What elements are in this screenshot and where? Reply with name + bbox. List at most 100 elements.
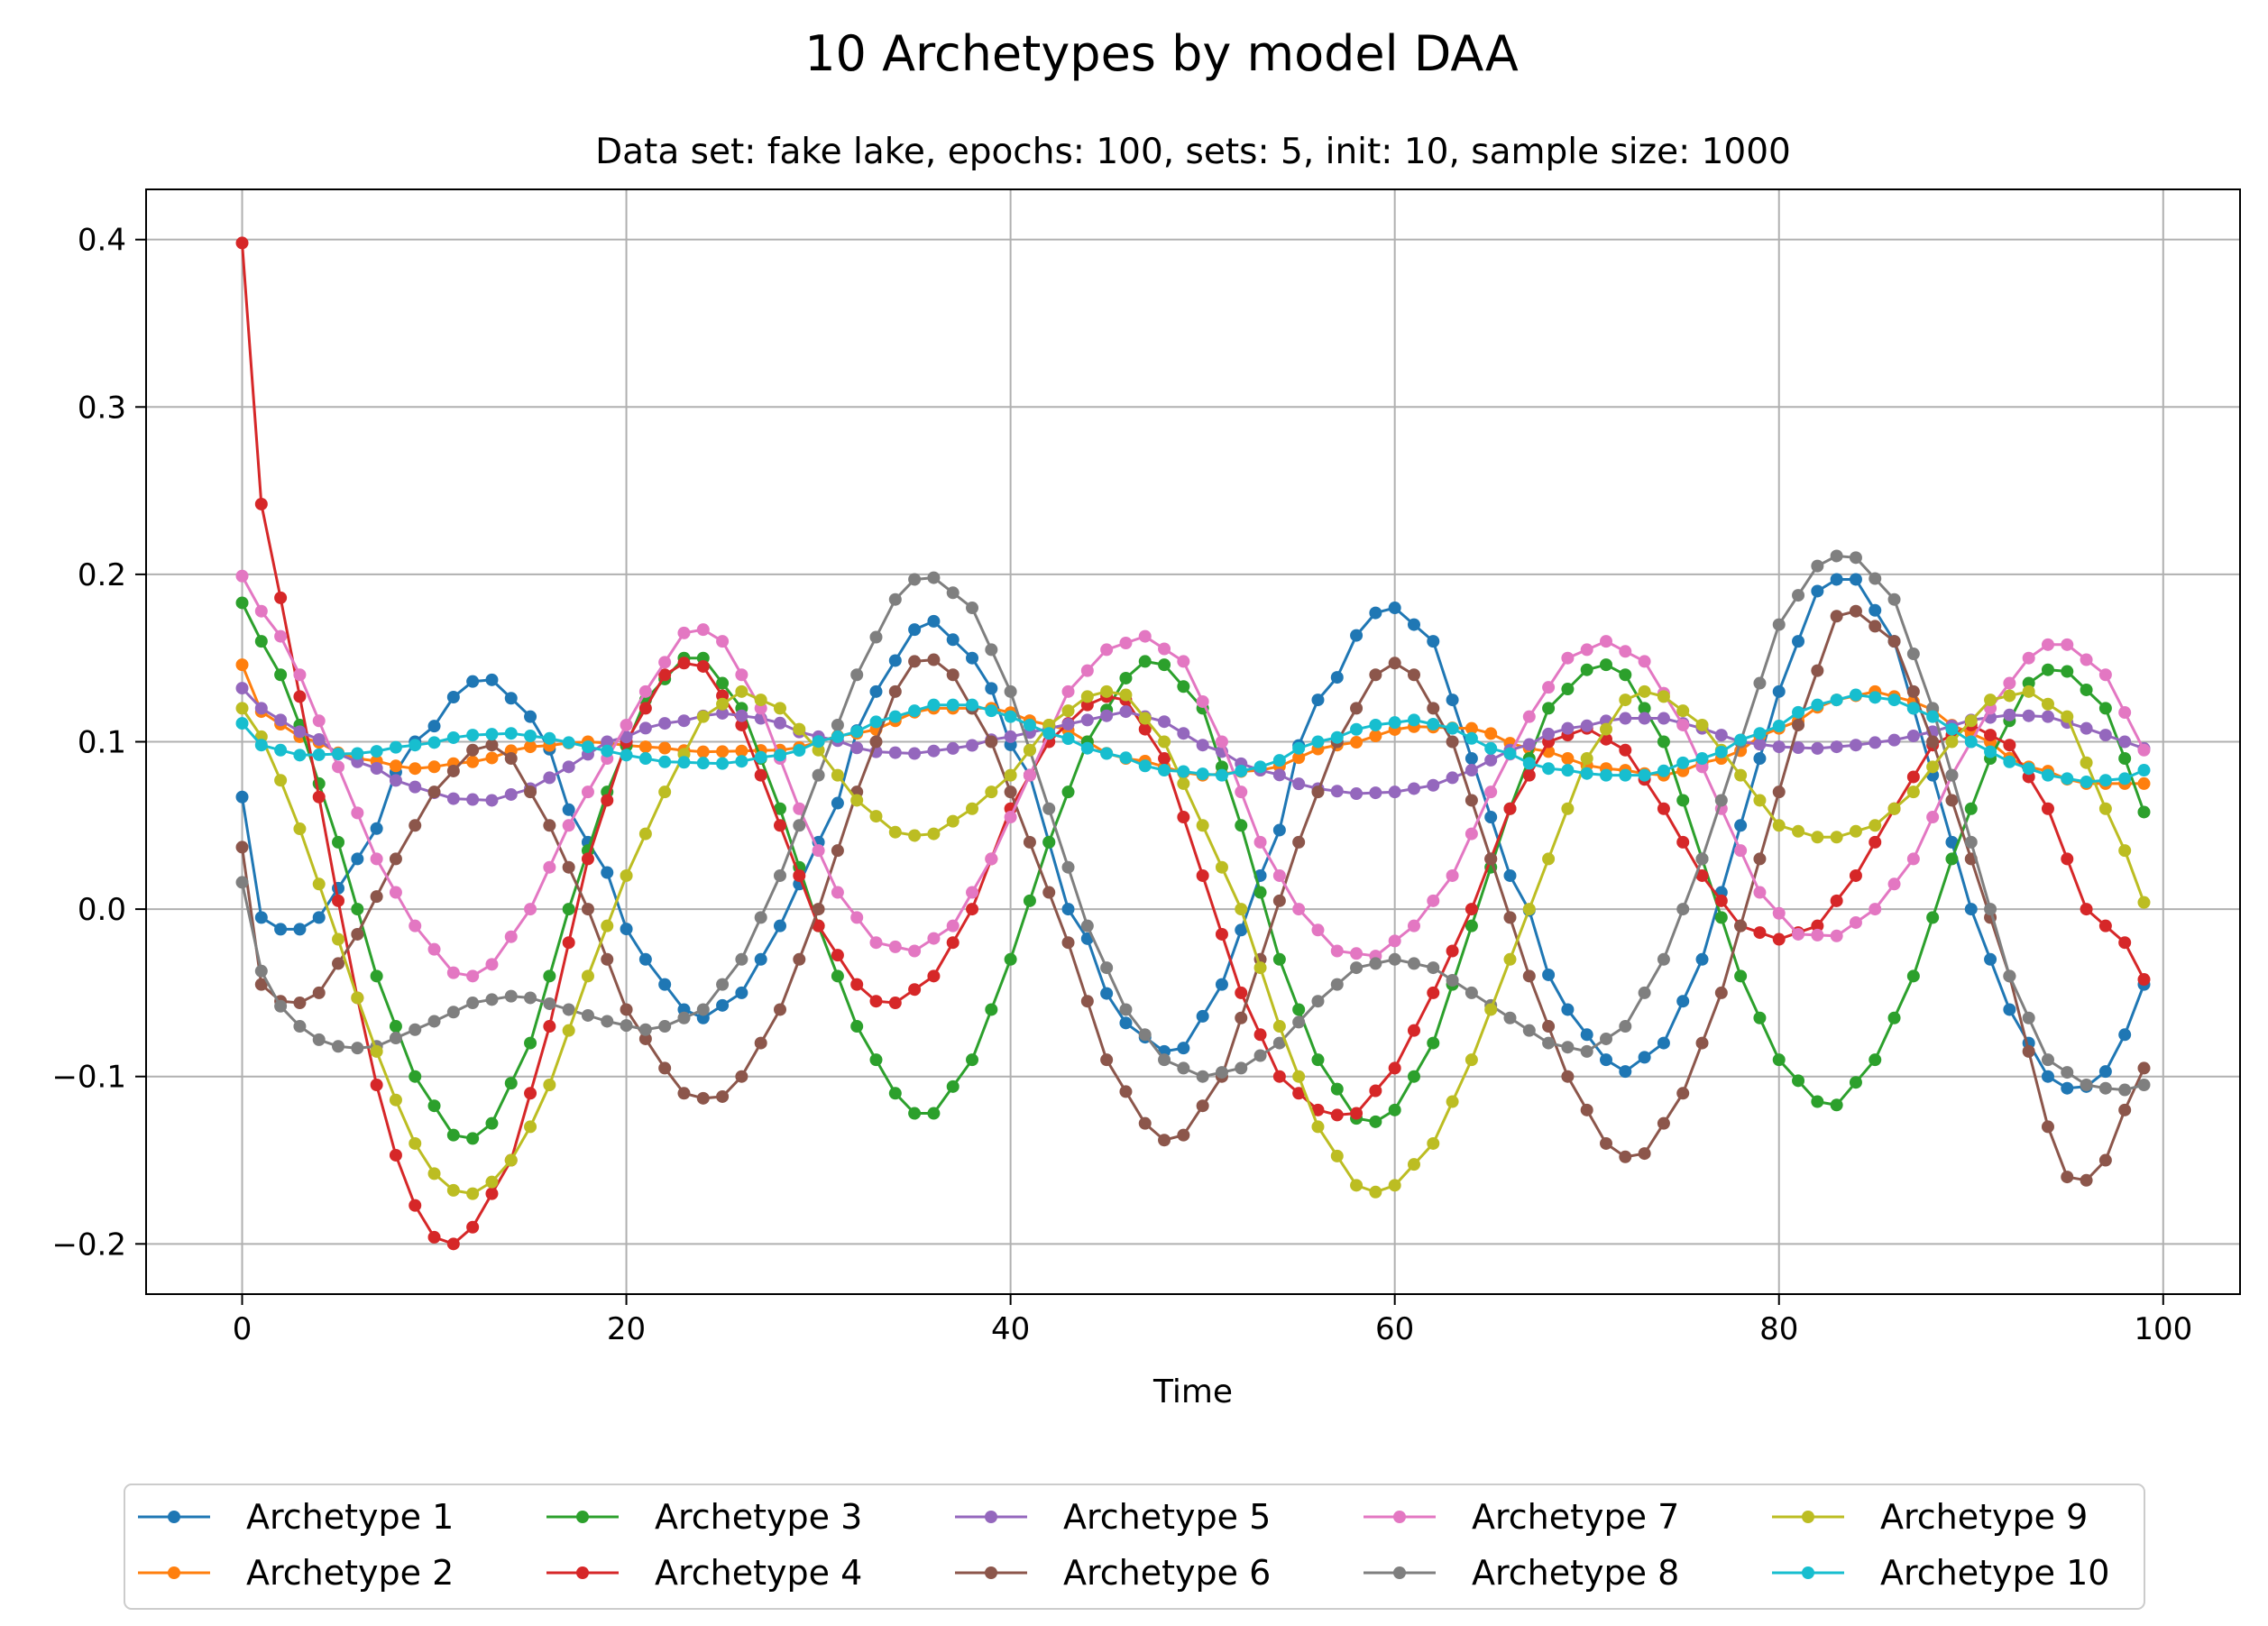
data-point — [2003, 689, 2016, 703]
x-axis-label: Time — [1152, 1373, 1233, 1410]
data-point — [1350, 787, 1364, 801]
data-point — [1580, 643, 1593, 657]
data-point — [966, 602, 979, 615]
data-point — [812, 919, 825, 932]
data-point — [1158, 658, 1171, 672]
data-point — [1849, 688, 1862, 702]
x-tick-label: 60 — [1375, 1311, 1414, 1347]
data-point — [1580, 1028, 1593, 1042]
data-point — [831, 796, 844, 810]
legend-item: Archetype 3 — [546, 1497, 862, 1537]
data-point — [562, 936, 575, 950]
data-point — [1369, 668, 1382, 682]
data-point — [1714, 911, 1728, 924]
data-point — [293, 822, 307, 836]
series-8 — [235, 549, 2151, 1097]
data-point — [1542, 1020, 1556, 1033]
data-point — [1619, 712, 1632, 725]
data-point — [2118, 1103, 2132, 1116]
data-point — [946, 668, 960, 682]
data-point — [1638, 768, 1651, 782]
data-point — [543, 997, 556, 1010]
data-point — [293, 668, 307, 682]
legend-marker — [168, 1566, 180, 1579]
data-point — [927, 969, 941, 983]
data-point — [581, 785, 594, 799]
data-point — [1542, 702, 1556, 715]
data-point — [1522, 757, 1536, 770]
data-point — [1330, 944, 1344, 958]
data-point — [927, 827, 941, 841]
data-point — [1215, 768, 1228, 782]
data-point — [658, 1020, 672, 1033]
data-point — [466, 969, 480, 983]
data-point — [1177, 1128, 1190, 1142]
legend-label: Archetype 8 — [1472, 1553, 1679, 1593]
data-point — [869, 715, 883, 729]
data-point — [1676, 995, 1690, 1008]
data-point — [1407, 713, 1420, 727]
data-point — [504, 1153, 518, 1167]
data-point — [927, 571, 941, 584]
data-point — [446, 730, 460, 744]
data-point — [1484, 785, 1498, 799]
data-point — [1887, 593, 1901, 606]
data-point — [773, 702, 786, 715]
data-point — [254, 739, 268, 752]
data-point — [638, 684, 652, 698]
series-layer — [235, 236, 2151, 1251]
data-point — [1407, 1024, 1420, 1037]
series-line — [241, 575, 2145, 978]
data-point — [1561, 1003, 1575, 1016]
data-point — [2098, 729, 2112, 742]
data-point — [1772, 720, 1786, 733]
data-point — [1849, 1076, 1862, 1089]
data-point — [1676, 794, 1690, 807]
legend-item: Archetype 7 — [1364, 1497, 1679, 1537]
data-point — [370, 1044, 383, 1058]
data-point — [1600, 658, 1613, 672]
data-point — [1061, 860, 1075, 874]
data-point — [1887, 733, 1901, 747]
data-point — [1849, 868, 1862, 882]
data-point — [1561, 752, 1575, 766]
data-point — [1542, 681, 1556, 694]
data-point — [2022, 684, 2035, 698]
data-point — [2098, 668, 2112, 682]
data-point — [1061, 684, 1075, 698]
data-point — [966, 739, 979, 752]
data-point — [831, 768, 844, 782]
data-point — [1023, 743, 1036, 757]
data-point — [1196, 767, 1209, 781]
data-point — [1446, 868, 1459, 882]
data-point — [274, 668, 288, 682]
data-point — [1292, 751, 1306, 765]
series-line — [241, 602, 2145, 1140]
data-point — [351, 1042, 364, 1055]
data-point — [235, 682, 249, 695]
data-point — [254, 964, 268, 978]
data-point — [1407, 1158, 1420, 1171]
data-point — [446, 1128, 460, 1142]
data-point — [1869, 620, 1882, 633]
data-point — [351, 903, 364, 916]
data-point — [1811, 919, 1824, 932]
data-point — [1561, 683, 1575, 696]
data-point — [524, 1036, 537, 1050]
data-point — [850, 668, 864, 682]
data-point — [235, 236, 249, 250]
data-point — [1138, 759, 1152, 773]
data-point — [389, 774, 402, 787]
data-point — [1869, 835, 1882, 849]
data-point — [1061, 785, 1075, 799]
data-point — [2041, 768, 2054, 782]
data-point — [524, 1087, 537, 1100]
data-point — [1792, 589, 1805, 602]
data-point — [1619, 1065, 1632, 1079]
data-point — [696, 745, 710, 758]
data-point — [485, 751, 499, 765]
data-point — [466, 1132, 480, 1145]
data-point — [1350, 722, 1364, 736]
data-point — [370, 761, 383, 775]
data-point — [370, 852, 383, 866]
